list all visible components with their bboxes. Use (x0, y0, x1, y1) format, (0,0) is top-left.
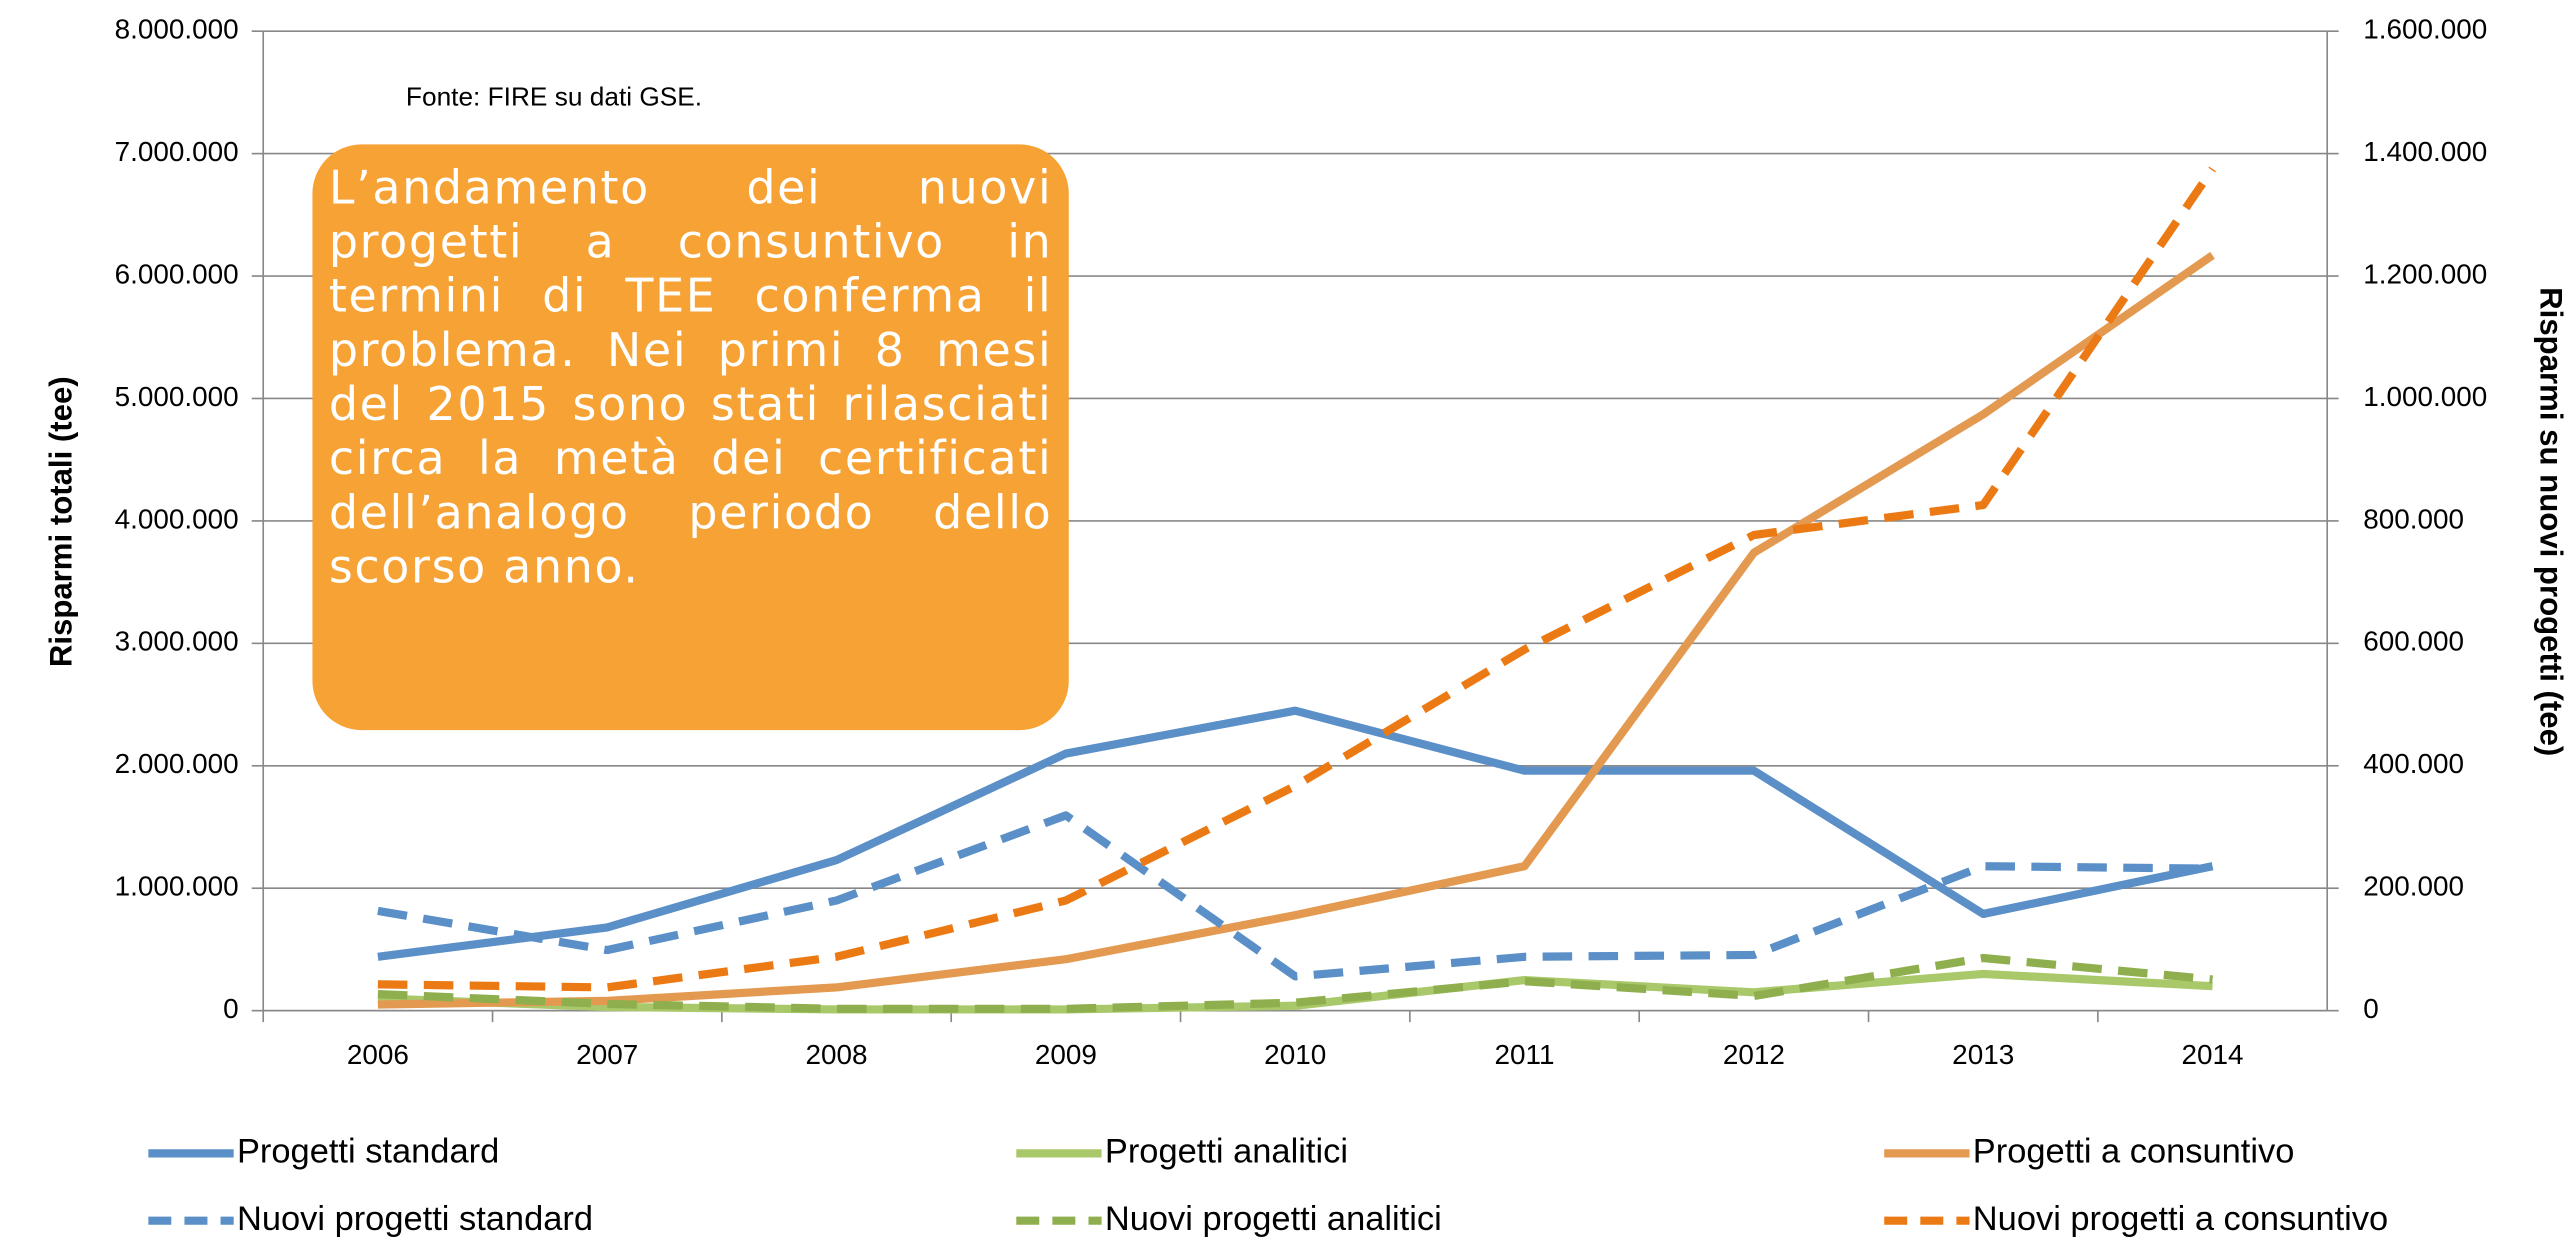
callout-box (312, 144, 1069, 731)
y-tick-label: 5.000.000 (115, 381, 239, 412)
legend-label: Progetti analitici (1105, 1132, 1348, 1170)
series-line (377, 166, 2216, 992)
series-line (377, 953, 2213, 1013)
x-tick-label: 2013 (1952, 1039, 2014, 1070)
x-tick-label: 2012 (1723, 1039, 1785, 1070)
series-line (377, 811, 2213, 981)
series-line (377, 969, 2213, 1014)
legend-label: Nuovi progetti standard (237, 1200, 593, 1238)
series-line (377, 251, 2215, 1009)
y2-tick-label: 600.000 (2363, 626, 2464, 657)
y-axis-label: Risparmi totali (tee) (43, 376, 78, 667)
x-tick-label: 2008 (806, 1039, 868, 1070)
y-tick-label: 6.000.000 (115, 258, 239, 289)
y2-tick-label: 1.000.000 (2363, 381, 2487, 412)
series-line (377, 706, 2214, 961)
legend-label: Progetti a consuntivo (1973, 1132, 2295, 1170)
legend-label: Progetti standard (237, 1132, 499, 1170)
y2-tick-label: 0 (2363, 993, 2379, 1024)
y2-tick-label: 1.600.000 (2363, 14, 2487, 45)
x-tick-label: 2011 (1495, 1039, 1555, 1070)
y2-tick-label: 1.200.000 (2363, 258, 2487, 289)
y2-axis-label: Risparmi su nuovi progetti (tee) (2533, 287, 2568, 756)
x-tick-label: 2014 (2182, 1039, 2244, 1070)
y-tick-label: 1.000.000 (115, 871, 239, 902)
y-tick-label: 0 (223, 993, 239, 1024)
legend-label: Nuovi progetti analitici (1105, 1200, 1442, 1238)
y2-tick-label: 200.000 (2363, 871, 2464, 902)
source-note: Fonte: FIRE su dati GSE. (406, 81, 702, 111)
y-tick-label: 7.000.000 (115, 136, 239, 167)
y2-tick-label: 800.000 (2363, 503, 2464, 534)
x-tick-label: 2009 (1035, 1039, 1097, 1070)
callout-text: L’andamento dei nuovi progetti a consunt… (328, 160, 1053, 594)
callout-container: L’andamento dei nuovi progetti a consunt… (328, 160, 1053, 594)
y-tick-label: 2.000.000 (115, 748, 239, 779)
legend-label: Nuovi progetti a consuntivo (1973, 1200, 2388, 1238)
y-tick-label: 3.000.000 (115, 626, 239, 657)
x-tick-label: 2010 (1264, 1039, 1326, 1070)
y-tick-label: 8.000.000 (115, 14, 239, 45)
x-tick-label: 2006 (347, 1039, 409, 1070)
y2-tick-label: 400.000 (2363, 748, 2464, 779)
y2-tick-label: 1.400.000 (2363, 136, 2487, 167)
y-tick-label: 4.000.000 (115, 503, 239, 534)
x-tick-label: 2007 (576, 1039, 638, 1070)
